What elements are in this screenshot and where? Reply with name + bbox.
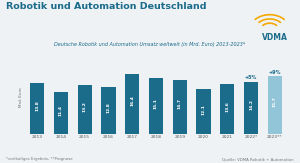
Bar (220, 84, 235, 134)
Text: 14.2: 14.2 (249, 100, 253, 111)
Bar (244, 82, 258, 134)
Text: +9%: +9% (269, 70, 281, 75)
Text: 11.4: 11.4 (59, 105, 63, 116)
Bar (101, 87, 116, 134)
Text: +5%: +5% (245, 75, 257, 80)
Text: Deutsche Robotik und Automation Umsatz weltweit (in Mrd. Euro) 2013-2023*: Deutsche Robotik und Automation Umsatz w… (54, 42, 246, 47)
Text: 15.7: 15.7 (273, 97, 277, 107)
Bar (125, 74, 140, 134)
Text: 13.2: 13.2 (82, 102, 87, 112)
Text: 16.4: 16.4 (130, 95, 134, 106)
Bar (196, 89, 211, 134)
Text: 14.7: 14.7 (178, 99, 182, 109)
Bar (172, 80, 187, 134)
Text: Robotik und Automation Deutschland: Robotik und Automation Deutschland (6, 2, 206, 11)
Text: 13.6: 13.6 (225, 101, 230, 112)
Bar (77, 85, 92, 134)
Text: *vorläufiges Ergebnis, **Prognose: *vorläufiges Ergebnis, **Prognose (6, 157, 73, 161)
Text: VDMA: VDMA (262, 33, 288, 42)
Text: 15.1: 15.1 (154, 98, 158, 109)
Bar (268, 76, 282, 134)
Bar (30, 83, 44, 134)
Text: 12.1: 12.1 (202, 104, 206, 115)
Text: 13.8: 13.8 (35, 100, 39, 111)
Bar (54, 92, 68, 134)
Text: Quelle: VDMA Robotik + Automation: Quelle: VDMA Robotik + Automation (222, 157, 294, 161)
Y-axis label: Mrd. Euro: Mrd. Euro (19, 87, 22, 107)
Text: 12.8: 12.8 (106, 103, 110, 113)
Bar (149, 78, 163, 134)
